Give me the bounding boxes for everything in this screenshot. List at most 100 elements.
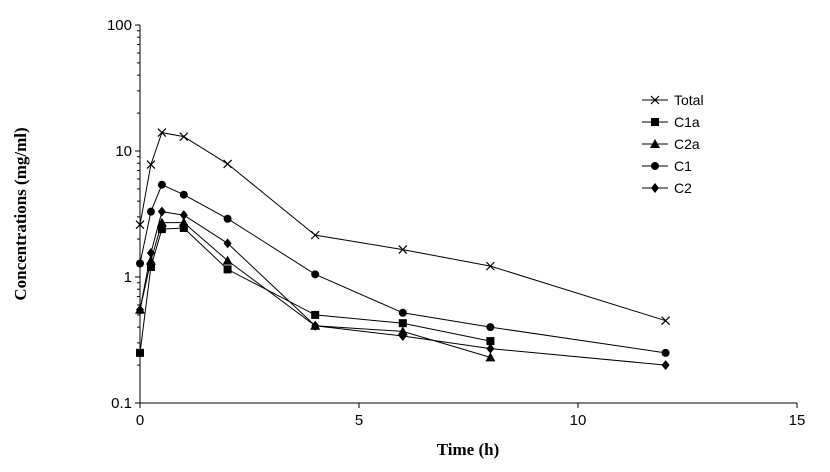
series-c2 — [136, 206, 670, 371]
data-point-c1-shape — [179, 190, 188, 199]
data-point-total — [485, 261, 495, 271]
series-layer — [135, 128, 671, 371]
data-point-c1 — [179, 190, 188, 199]
legend-label: C1 — [674, 158, 692, 174]
legend-item-c2: C2 — [642, 180, 692, 196]
data-point-total-stroke — [135, 220, 145, 230]
data-point-c1-shape — [136, 259, 144, 268]
x-tick-label: 10 — [570, 412, 587, 429]
series-total — [135, 128, 671, 326]
data-point-c2 — [136, 304, 144, 315]
data-point-total-stroke — [661, 316, 671, 326]
data-point-c1a — [157, 225, 166, 234]
legend-marker-c2-shape — [651, 183, 659, 193]
data-point-c2 — [311, 320, 320, 331]
data-point-c1 — [223, 214, 232, 223]
legend-marker-c2a-shape — [650, 139, 660, 148]
data-point-c1a-shape — [157, 225, 166, 234]
data-point-c1a-shape — [146, 263, 155, 272]
data-point-total — [157, 128, 167, 138]
data-point-c1-shape — [311, 270, 320, 279]
data-point-c2a — [156, 217, 167, 227]
axis-ticks: 0 5 10 15 0.1 1 10 100 — [107, 17, 805, 429]
data-point-c2 — [486, 343, 495, 354]
legend-marker-c2 — [651, 183, 659, 193]
data-point-c2 — [146, 248, 155, 259]
legend-marker-c1a-shape — [651, 118, 659, 126]
legend-marker-c1 — [651, 162, 659, 170]
legend-marker-total — [650, 95, 660, 105]
data-point-total — [179, 132, 189, 142]
data-point-c2a-shape — [222, 255, 233, 265]
data-point-c1-shape — [223, 214, 232, 223]
data-point-c2a-shape — [397, 326, 408, 336]
series-c1a — [136, 223, 495, 357]
data-point-total — [398, 245, 408, 255]
legend-label: Total — [674, 92, 704, 108]
data-point-total — [146, 160, 156, 170]
data-point-c2a — [178, 217, 189, 227]
data-point-c2a-shape — [485, 352, 496, 362]
data-point-c1 — [661, 348, 670, 357]
data-point-c2a — [145, 255, 156, 265]
x-tick-label: 15 — [789, 412, 806, 429]
series-c1 — [136, 180, 670, 357]
data-point-c1 — [136, 259, 144, 268]
data-point-c2 — [223, 238, 232, 249]
data-point-c1-shape — [157, 180, 166, 189]
data-point-total-stroke — [223, 159, 233, 169]
legend-label: C2a — [674, 136, 700, 152]
data-point-c2-shape — [146, 248, 155, 259]
data-point-c2 — [661, 360, 670, 371]
series-c2a — [135, 217, 496, 362]
y-tick-label: 0.1 — [111, 395, 132, 412]
data-point-total-stroke — [157, 128, 167, 138]
y-axis-title: Concentrations (mg/ml) — [11, 127, 30, 300]
data-point-c1a — [146, 263, 155, 272]
data-point-total-stroke — [485, 261, 495, 271]
data-point-c2-shape — [311, 320, 320, 331]
y-tick-label: 1 — [124, 269, 132, 286]
data-point-c2a — [397, 326, 408, 336]
data-point-c1a-shape — [136, 348, 144, 357]
data-point-total — [661, 316, 671, 326]
legend-label: C1a — [674, 114, 700, 130]
x-tick-label: 0 — [136, 412, 144, 429]
data-point-c1a-shape — [223, 265, 232, 274]
y-tick-label: 100 — [107, 17, 132, 34]
data-point-c2-shape — [398, 331, 407, 342]
data-point-c2-shape — [136, 304, 144, 315]
data-point-c1-shape — [398, 308, 407, 317]
data-point-c2 — [157, 206, 166, 217]
data-point-c1a — [311, 310, 320, 319]
data-point-c2 — [179, 210, 188, 221]
legend-marker-c2a — [650, 139, 660, 148]
data-point-c2a-shape — [178, 217, 189, 227]
data-point-c2-shape — [661, 360, 670, 371]
legend-marker-c1a — [651, 118, 659, 126]
legend-item-c2a: C2a — [642, 136, 700, 152]
data-point-c2-shape — [157, 206, 166, 217]
data-point-c1 — [486, 323, 495, 332]
legend-marker-c1-shape — [651, 162, 659, 170]
data-point-c2-shape — [179, 210, 188, 221]
data-point-c2 — [398, 331, 407, 342]
y-tick-label: 10 — [115, 143, 132, 160]
legend-item-c1a: C1a — [642, 114, 700, 130]
series-line-total — [139, 132, 666, 322]
legend-label: C2 — [674, 180, 692, 196]
data-point-c1a-shape — [311, 310, 320, 319]
legend: Total C1a C2a C1 C2 — [642, 92, 704, 196]
data-point-total-stroke — [310, 230, 320, 240]
data-point-c1 — [398, 308, 407, 317]
data-point-c1a-shape — [398, 319, 407, 328]
data-point-c1a-shape — [486, 337, 495, 346]
data-point-c1-shape — [661, 348, 670, 357]
data-point-c1a-shape — [179, 223, 188, 232]
data-point-total-stroke — [398, 245, 408, 255]
series-line-c1a — [139, 227, 491, 353]
legend-item-c1: C1 — [642, 158, 692, 174]
data-point-total — [135, 220, 145, 230]
data-point-total-stroke — [146, 160, 156, 170]
data-point-c2-shape — [223, 238, 232, 249]
